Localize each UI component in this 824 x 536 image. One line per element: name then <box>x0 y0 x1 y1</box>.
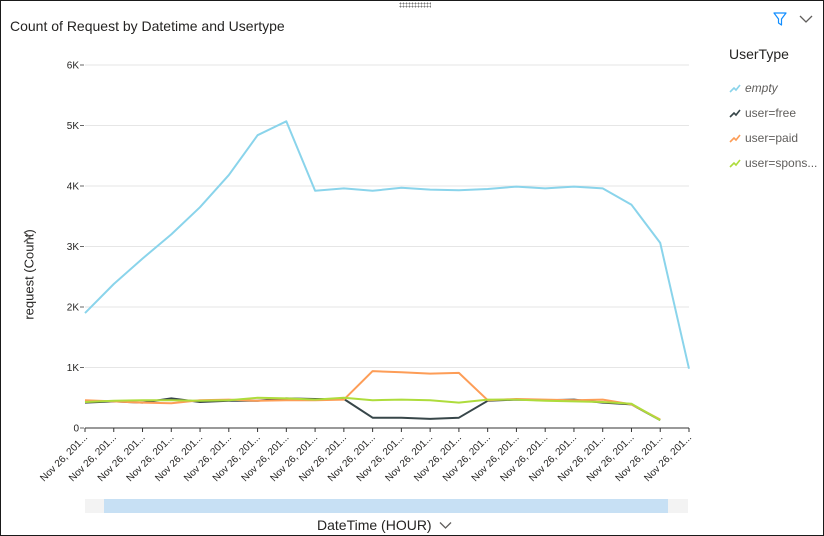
chevron-right-icon[interactable] <box>21 230 33 244</box>
legend-title: UserType <box>729 46 789 62</box>
series-line-user-spons[interactable] <box>84 396 661 421</box>
y-axis-title[interactable]: request (Count) <box>21 229 37 320</box>
y-tick-label: 6K <box>67 61 80 72</box>
legend-item[interactable]: empty <box>729 80 778 96</box>
legend-line-icon <box>729 159 741 168</box>
legend-label: user=free <box>745 106 797 120</box>
legend-line-icon <box>729 134 741 143</box>
series-line-user-paid[interactable] <box>84 370 661 421</box>
filter-icon[interactable] <box>772 11 788 27</box>
legend-item[interactable]: user=paid <box>729 130 798 146</box>
series-line-empty[interactable] <box>84 120 690 369</box>
y-tick-label: 3K <box>67 242 80 253</box>
y-tick-label: 2K <box>67 303 80 314</box>
x-axis-title-label: DateTime (HOUR) <box>317 517 432 533</box>
chevron-down-icon <box>439 521 452 529</box>
legend-line-icon <box>729 109 741 118</box>
y-tick-label: 5K <box>67 121 80 132</box>
legend-label: user=spons... <box>745 156 818 170</box>
legend-item[interactable]: user=free <box>729 105 796 121</box>
legend-label: empty <box>745 81 778 95</box>
legend-label: user=paid <box>745 131 799 145</box>
y-tick-label: 0 <box>73 424 79 435</box>
chart-title: Count of Request by Datetime and Usertyp… <box>10 18 285 34</box>
legend-item[interactable]: user=spons... <box>729 155 817 171</box>
x-axis-title[interactable]: DateTime (HOUR) <box>317 517 452 533</box>
drag-handle[interactable] <box>399 2 431 8</box>
y-tick-label: 1K <box>67 363 80 374</box>
legend-line-icon <box>729 84 741 93</box>
y-axis-title-container: request (Count) <box>1 197 57 357</box>
x-axis-scrollbar-thumb[interactable] <box>104 499 668 513</box>
y-tick-label: 4K <box>67 182 80 193</box>
chevron-down-icon[interactable] <box>798 11 814 27</box>
